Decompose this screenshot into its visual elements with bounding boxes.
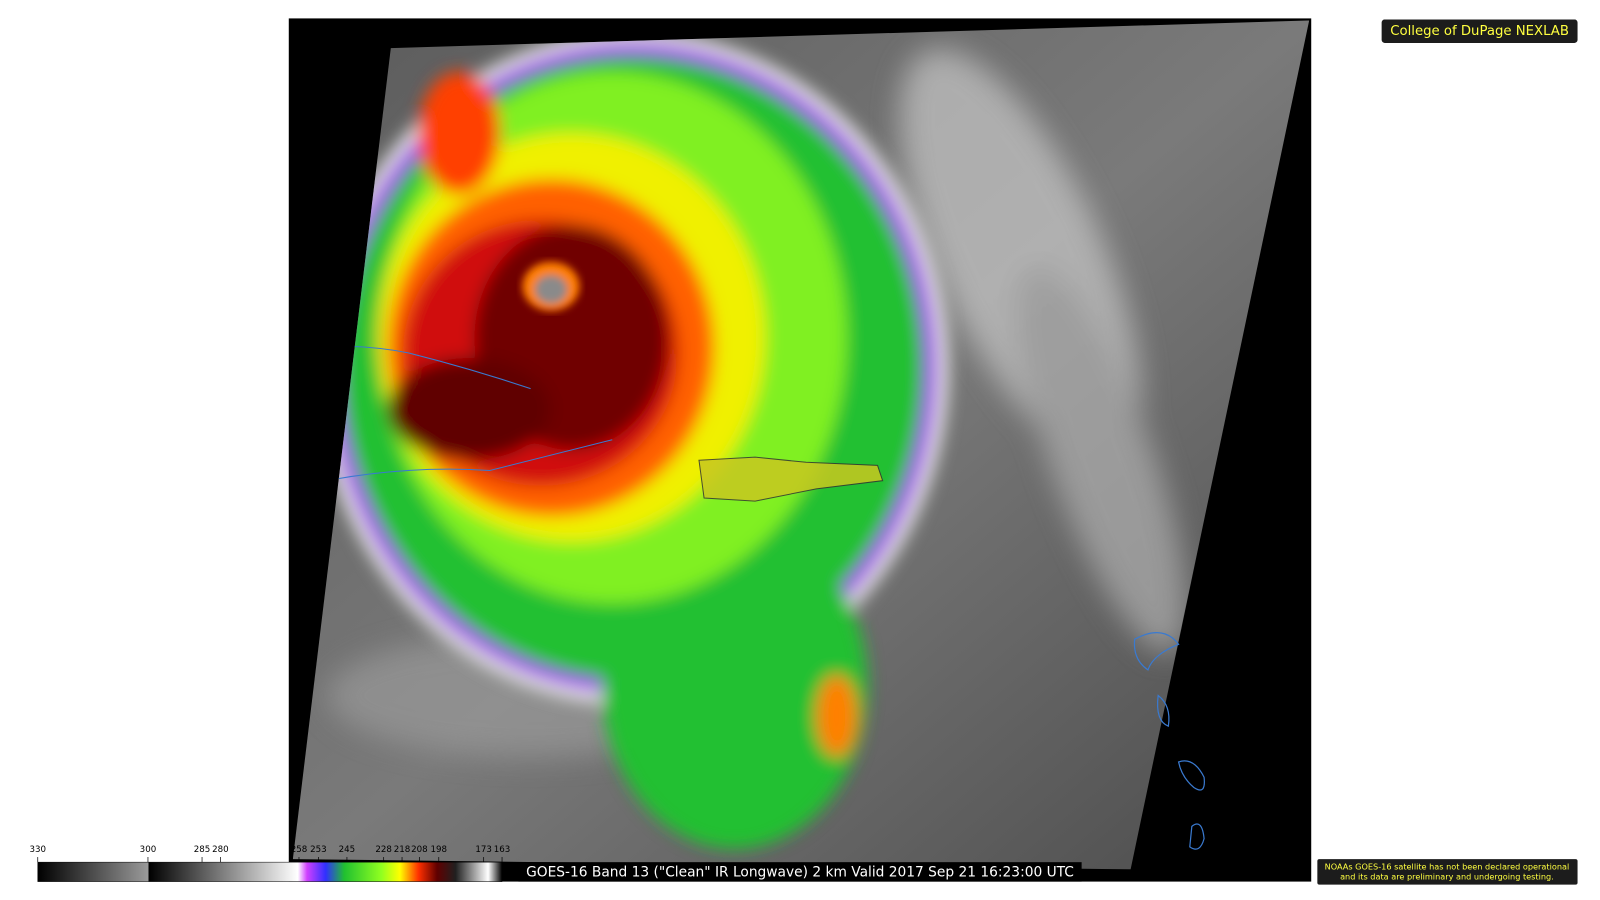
colorbar-tick-label: 163 <box>494 845 511 855</box>
disclaimer-line: NOAAs GOES-16 satellite has not been dec… <box>1325 861 1570 871</box>
disclaimer-box <box>1317 859 1578 885</box>
satellite-image <box>292 20 1310 870</box>
colorbar-tick-label: 285 <box>194 845 211 855</box>
colorbar-tick-label: 280 <box>212 845 229 855</box>
colorbar-tick-label: 198 <box>431 845 448 855</box>
coastlines <box>1133 632 1205 850</box>
colorbar-tick-label: 245 <box>339 845 356 855</box>
colorbar-ticks: 330 300 285 280 258 253 245 228 218 208 198 173 163 <box>29 845 511 863</box>
caption-box <box>518 862 1082 882</box>
brand-badge <box>1381 19 1578 43</box>
colorbar-tick-label: 253 <box>310 845 327 855</box>
colorbar <box>37 861 503 882</box>
colorbar-tick-label: 300 <box>140 845 157 855</box>
colorbar-tick-label: 208 <box>411 845 428 855</box>
colorbar-tick-label: 258 <box>291 845 308 855</box>
colorbar-tick-label: 228 <box>375 845 392 855</box>
colorbar-tick-label: 173 <box>475 845 492 855</box>
caption: GOES-16 Band 13 ("Clean" IR Longwave) 2 … <box>526 864 1074 880</box>
colorbar-tick-label: 330 <box>29 845 46 855</box>
disclaimer-line: and its data are preliminary and undergo… <box>1340 872 1554 882</box>
brand-label: College of DuPage NEXLAB <box>1390 24 1569 39</box>
colorbar-tick-label: 218 <box>394 845 411 855</box>
